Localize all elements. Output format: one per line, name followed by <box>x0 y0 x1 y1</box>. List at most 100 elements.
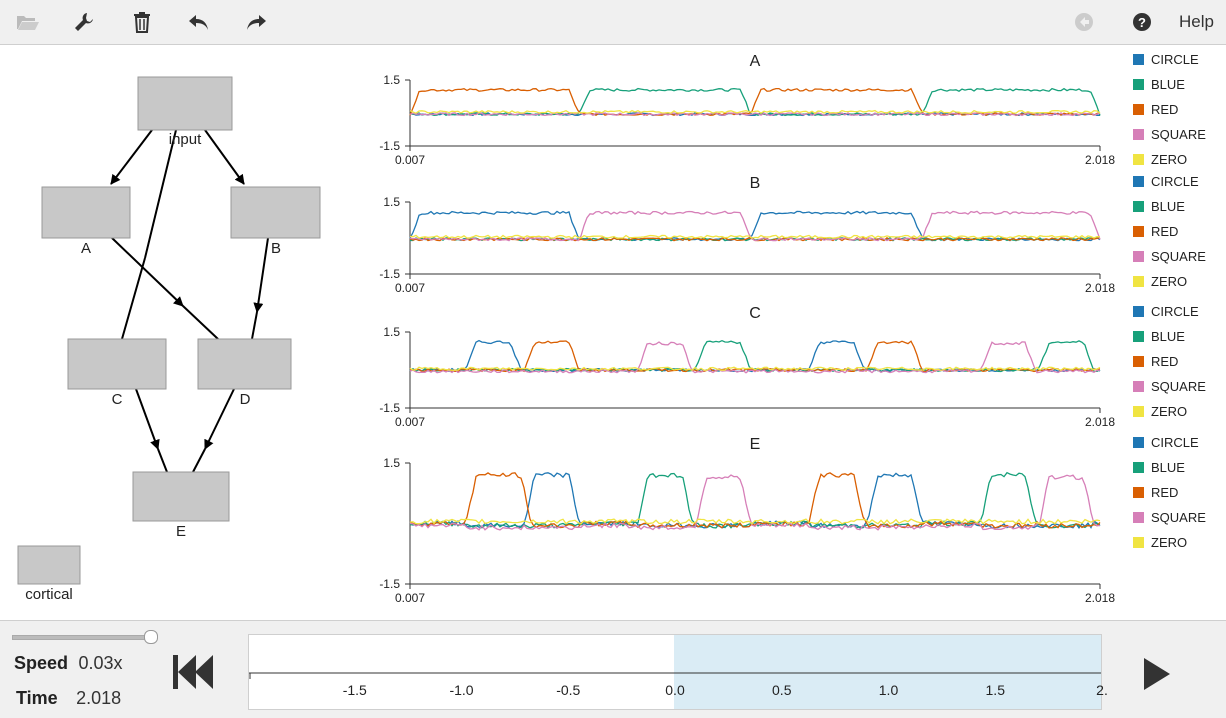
plot-title: B <box>750 175 761 192</box>
series-line-zero <box>409 109 1101 114</box>
series-line-zero <box>409 366 1101 371</box>
y-tick-label: -1.5 <box>379 577 400 591</box>
y-tick-label: 1.5 <box>383 456 400 470</box>
x-tick-label: 2.018 <box>1085 415 1115 429</box>
legend-swatch-circle <box>1133 54 1144 65</box>
edge-CE-lower <box>157 448 168 473</box>
rewind-button[interactable] <box>172 654 214 690</box>
speed-value: 0.03x <box>78 653 123 673</box>
playback-controls: Speed 0.03x Time 2.018 -1.5 -1.0 -0.5 0.0 0.… <box>0 620 1226 718</box>
plots-panel: A 1.5 -1.5 0.007 2.018 CIRCLE BLUE RED SQUARE ZER… <box>360 46 1226 620</box>
node-E[interactable] <box>132 471 230 522</box>
y-tick-label: 1.5 <box>383 325 400 339</box>
legend-swatch-blue <box>1133 201 1144 212</box>
legend-swatch-blue <box>1133 331 1144 342</box>
edge-C-E <box>135 388 160 450</box>
y-tick-label: -1.5 <box>379 139 400 153</box>
timeline-selection[interactable] <box>674 635 1101 709</box>
legend-swatch-blue <box>1133 462 1144 473</box>
time-label: Time <box>16 688 58 708</box>
plots-svg: A1.5-1.50.007 2.018CIRCLEBLUEREDSQUAREZER… <box>379 52 1206 605</box>
x-tick-label: 2.018 <box>1085 591 1115 605</box>
legend-label-red: RED <box>1151 224 1178 239</box>
legend-swatch-circle <box>1133 437 1144 448</box>
x-tick-label: 0.007 <box>395 415 425 429</box>
legend-swatch-circle <box>1133 306 1144 317</box>
plot-A: A 1.5 -1.50.007 2.018 CIRCLE BLUE RED SQUARE ZER… <box>379 52 1206 167</box>
series-line-circle <box>409 472 1101 530</box>
folder-open-icon[interactable] <box>14 8 42 36</box>
node-input[interactable] <box>137 76 233 131</box>
timeline-tick-label: 1.5 <box>985 682 1005 698</box>
series-line-circle <box>409 339 1101 373</box>
plot-B: B 1.5 -1.50.007 2.018 CIRCLE BLUE RED SQUARE ZER… <box>379 174 1206 295</box>
timeline-tick-label: -0.5 <box>556 682 581 698</box>
rewind-icon <box>173 655 213 689</box>
back-circle-icon[interactable] <box>1070 8 1098 36</box>
edge-A-D <box>111 237 184 307</box>
legend-label-blue: BLUE <box>1151 77 1185 92</box>
legend-label-square: SQUARE <box>1151 249 1206 264</box>
edge-B-D <box>253 237 269 313</box>
y-tick-label: 1.5 <box>383 195 400 209</box>
edge-D-E <box>204 388 235 450</box>
legend-swatch-zero <box>1133 154 1144 165</box>
edge-input-C <box>144 129 177 259</box>
series-line-square <box>409 341 1101 374</box>
series-line-zero <box>409 518 1101 525</box>
legend-label-zero: ZERO <box>1151 274 1187 289</box>
speed-slider[interactable] <box>12 630 158 644</box>
series-line-square <box>409 210 1101 242</box>
redo-icon[interactable] <box>242 8 270 36</box>
series-line-red <box>409 340 1101 373</box>
node-label-input: input <box>168 131 202 148</box>
edge-input-A <box>110 129 153 185</box>
legend-label-circle: CIRCLE <box>1151 304 1199 319</box>
legend-swatch-red <box>1133 104 1144 115</box>
series-line-blue <box>409 339 1101 373</box>
wrench-icon[interactable] <box>70 8 98 36</box>
node-label-D: D <box>239 391 251 408</box>
help-circle-icon[interactable]: ? <box>1128 8 1156 36</box>
node-B[interactable] <box>230 186 321 239</box>
node-C[interactable] <box>67 338 167 390</box>
timeline-tick-label: 1.0 <box>878 682 899 698</box>
plot-title: C <box>749 305 761 322</box>
y-tick-label: -1.5 <box>379 401 400 415</box>
node-D[interactable] <box>197 338 292 390</box>
legend-swatch-square <box>1133 251 1144 262</box>
node-A[interactable] <box>41 186 131 239</box>
speed-slider-handle[interactable] <box>144 630 158 644</box>
legend-label-square: SQUARE <box>1151 127 1206 142</box>
series-line-square <box>409 474 1101 531</box>
legend-swatch-red <box>1133 487 1144 498</box>
edge-input-B <box>204 129 245 185</box>
node-label-A: A <box>80 240 92 257</box>
edge-input-C-lower <box>121 257 146 340</box>
node-label-cortical: cortical <box>25 586 73 603</box>
undo-icon[interactable] <box>185 8 213 36</box>
speed-label: Speed <box>14 653 69 673</box>
timeline-tick-label: -1.5 <box>342 682 367 698</box>
legend-label-circle: CIRCLE <box>1151 174 1199 189</box>
help-link[interactable]: Help <box>1179 12 1214 31</box>
x-tick-label: 2.018 <box>1085 153 1115 167</box>
timeline-tick-label: -1.0 <box>449 682 474 698</box>
y-tick-label: -1.5 <box>379 267 400 281</box>
x-tick-label: 0.007 <box>395 281 425 295</box>
series-line-zero <box>409 234 1101 239</box>
timeline-tick-label: 2. <box>1096 682 1108 698</box>
timeline[interactable]: -1.5 -1.0 -0.5 0.0 0.5 1.0 1.5 2. <box>248 634 1108 710</box>
legend-label-red: RED <box>1151 354 1178 369</box>
series-line-blue <box>409 471 1101 529</box>
timeline-tick-label: 0.0 <box>665 682 685 698</box>
play-icon <box>1144 658 1170 690</box>
toolbar: ? Help <box>0 0 1226 45</box>
node-cortical[interactable] <box>17 545 81 585</box>
series-line-red <box>409 472 1101 529</box>
play-button[interactable] <box>1142 656 1172 692</box>
trash-icon[interactable] <box>128 8 156 36</box>
x-tick-label: 0.007 <box>395 591 425 605</box>
legend-label-blue: BLUE <box>1151 199 1185 214</box>
legend-label-zero: ZERO <box>1151 152 1187 167</box>
